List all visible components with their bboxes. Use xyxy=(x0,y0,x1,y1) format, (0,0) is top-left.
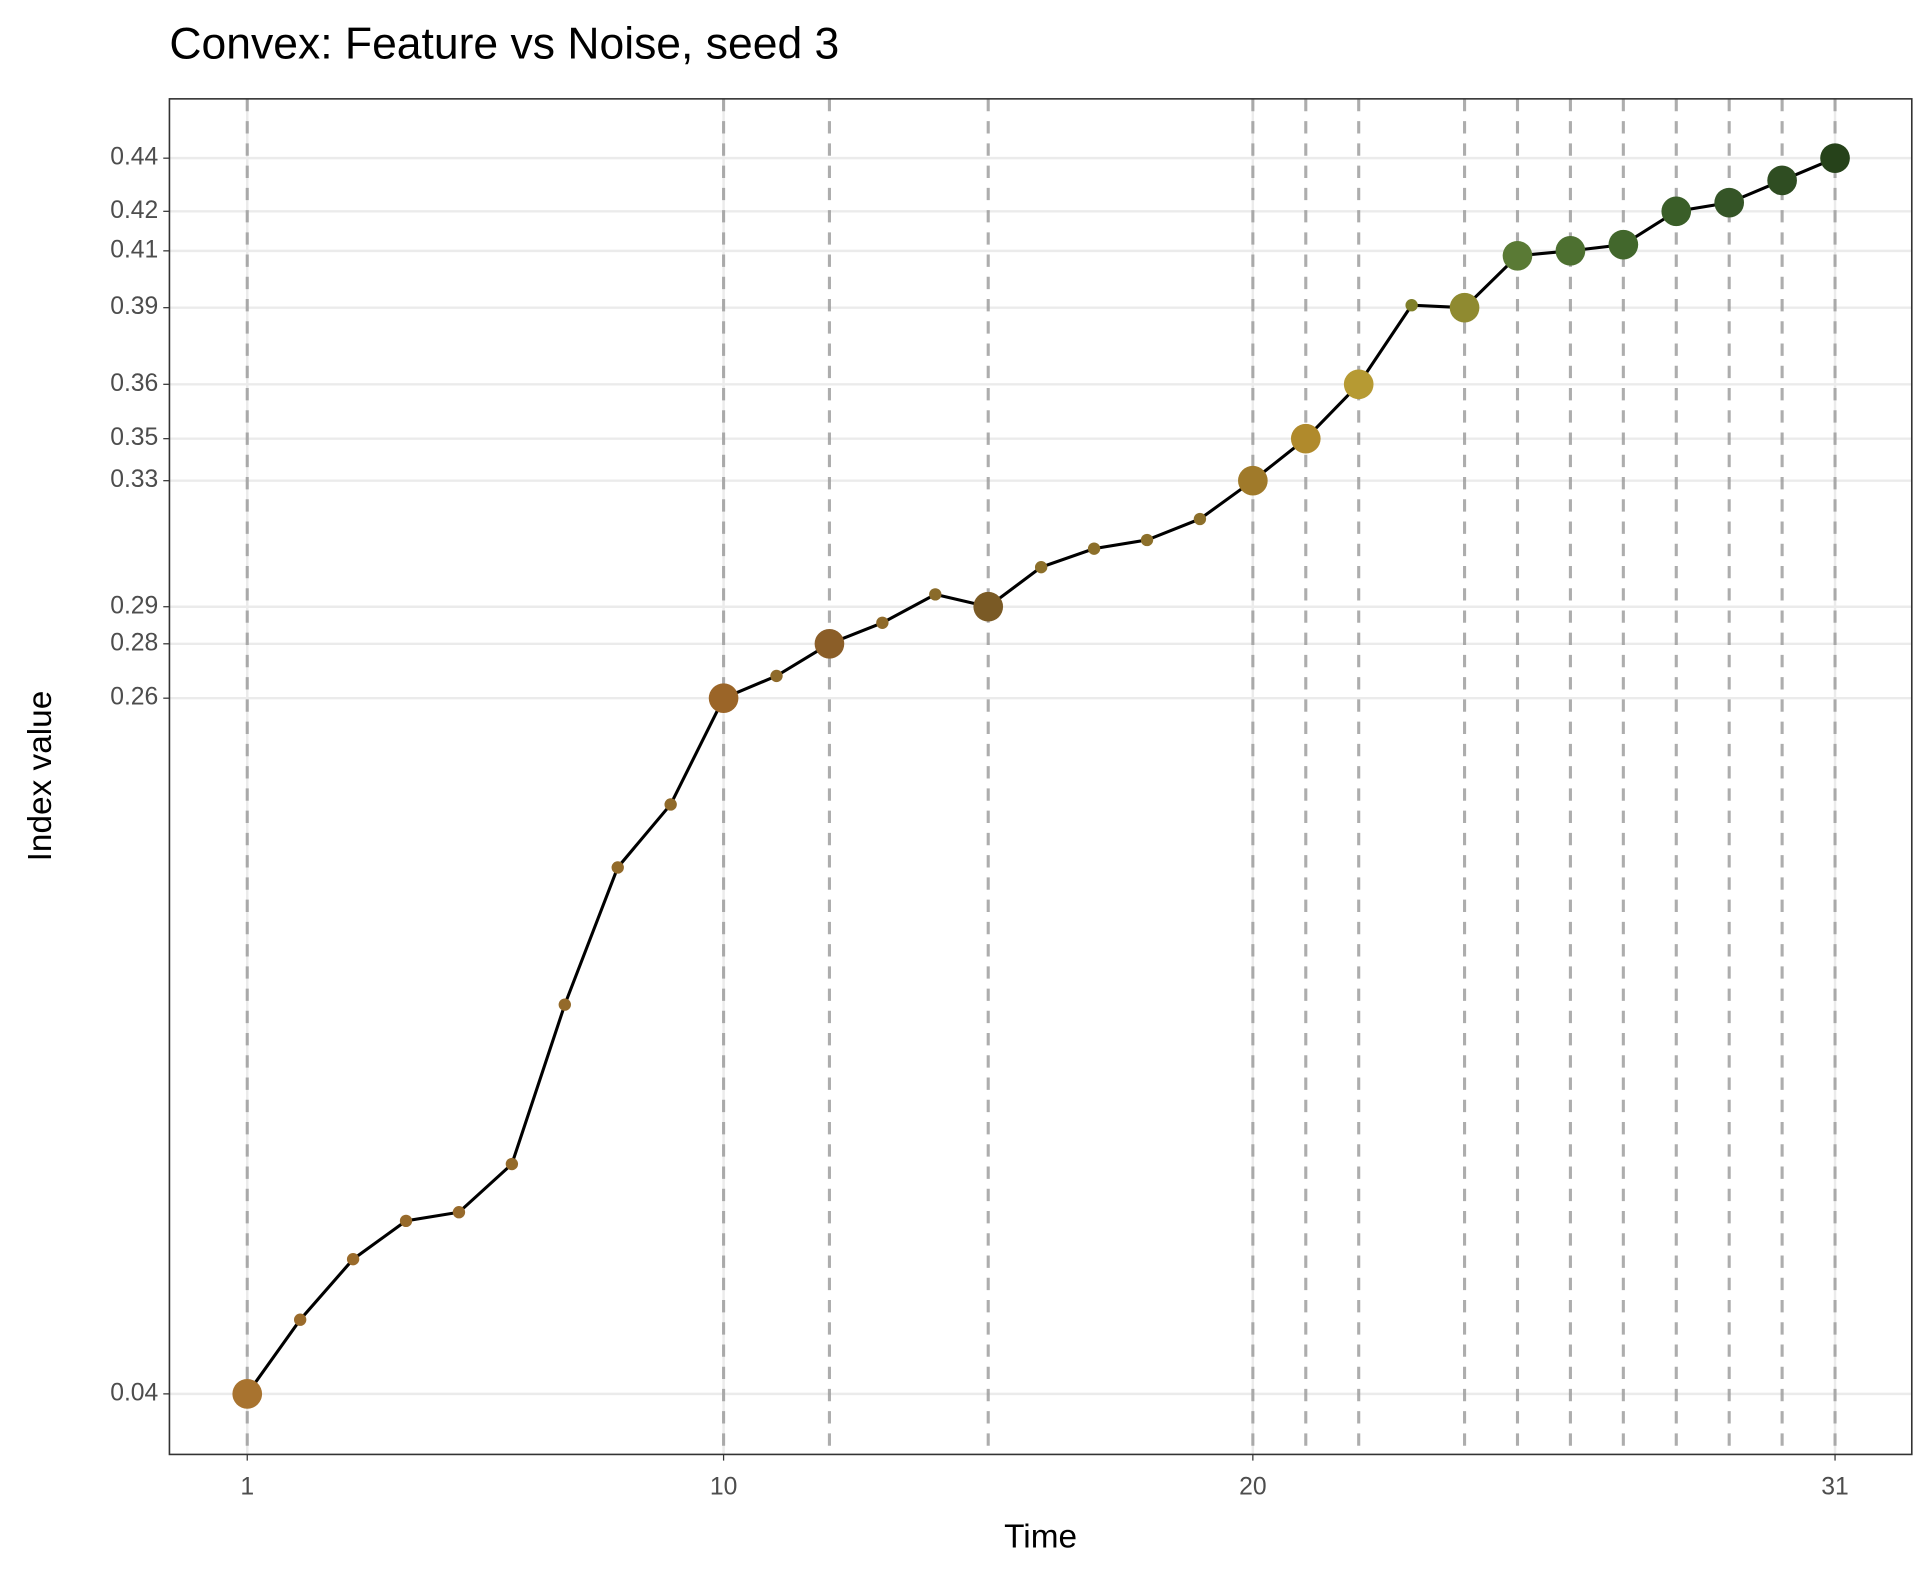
point xyxy=(973,591,1004,622)
point xyxy=(1290,423,1321,454)
point xyxy=(708,683,739,714)
point xyxy=(1608,229,1639,260)
x-tick-label: 31 xyxy=(1821,1473,1848,1500)
point xyxy=(1661,196,1692,227)
x-tick-label: 1 xyxy=(240,1473,254,1500)
plot-border xyxy=(168,98,1913,1456)
y-tick-label: 0.29 xyxy=(110,592,158,619)
y-tick-label: 0.44 xyxy=(110,144,158,171)
point xyxy=(1034,561,1048,574)
y-tick-label: 0.35 xyxy=(110,424,158,451)
line xyxy=(245,156,1836,1395)
point xyxy=(1502,240,1533,271)
point xyxy=(1238,465,1268,496)
point xyxy=(1767,165,1797,196)
chart-title: Convex: Feature vs Noise, seed 3 xyxy=(169,20,839,69)
y-tick-label: 0.28 xyxy=(110,629,158,656)
point xyxy=(232,1379,263,1409)
point xyxy=(452,1206,466,1219)
point xyxy=(346,1253,360,1266)
y-tick-label: 0.33 xyxy=(110,466,158,493)
point xyxy=(505,1157,519,1171)
y-tick-label: 0.42 xyxy=(110,197,158,224)
y-tick-label: 0.04 xyxy=(110,1379,158,1406)
point xyxy=(664,798,677,811)
point xyxy=(876,616,889,629)
point xyxy=(1714,187,1745,218)
y-axis-title: Index value xyxy=(22,691,59,862)
x-tick-label: 10 xyxy=(710,1473,737,1500)
point xyxy=(1449,292,1480,323)
y-tick-label: 0.41 xyxy=(110,236,158,263)
y-tick-label: 0.39 xyxy=(110,293,158,320)
point xyxy=(611,861,624,874)
point xyxy=(1140,533,1154,547)
point xyxy=(293,1313,307,1326)
point xyxy=(399,1214,413,1228)
point xyxy=(1555,236,1586,266)
point xyxy=(1087,542,1101,555)
y-tick-label: 0.26 xyxy=(110,684,158,711)
point xyxy=(929,588,942,601)
x-tick-label: 20 xyxy=(1239,1473,1266,1500)
point xyxy=(1405,299,1418,312)
point xyxy=(814,628,845,659)
point xyxy=(770,669,783,683)
point xyxy=(1820,143,1850,173)
x-axis-title: Time xyxy=(1004,1518,1077,1555)
point xyxy=(1193,512,1207,526)
y-tick-label: 0.36 xyxy=(110,370,158,397)
point xyxy=(1343,369,1374,400)
point xyxy=(558,998,571,1011)
